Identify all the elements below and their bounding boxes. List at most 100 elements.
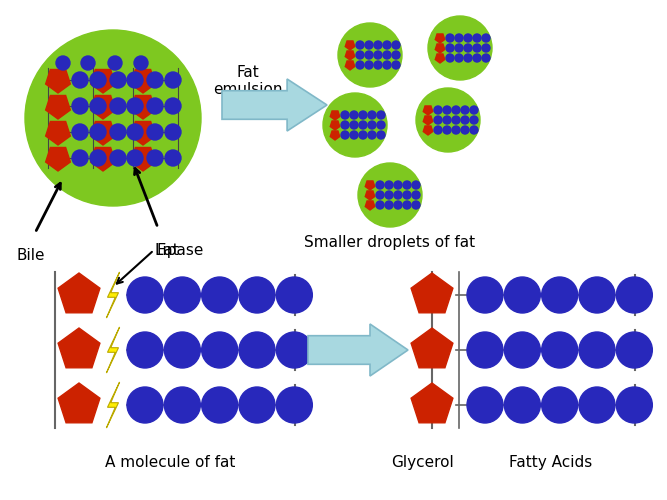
Circle shape [392, 51, 400, 59]
Circle shape [394, 181, 402, 189]
Polygon shape [346, 51, 355, 60]
Circle shape [72, 124, 88, 140]
Circle shape [365, 41, 373, 49]
Circle shape [90, 124, 106, 140]
Polygon shape [424, 106, 433, 115]
Circle shape [446, 44, 454, 52]
Circle shape [412, 191, 420, 199]
Polygon shape [58, 328, 100, 368]
Circle shape [368, 111, 376, 119]
Circle shape [446, 54, 454, 62]
Circle shape [403, 191, 411, 199]
Circle shape [147, 72, 163, 88]
Circle shape [164, 387, 200, 423]
Polygon shape [411, 383, 453, 423]
Circle shape [358, 163, 422, 227]
Text: Glycerol: Glycerol [391, 455, 454, 470]
Polygon shape [222, 79, 327, 131]
Circle shape [428, 16, 492, 80]
Circle shape [412, 181, 420, 189]
Circle shape [110, 98, 126, 114]
Polygon shape [366, 181, 375, 190]
Circle shape [368, 131, 376, 139]
Circle shape [201, 332, 237, 368]
Polygon shape [58, 273, 100, 313]
Circle shape [56, 56, 70, 70]
Circle shape [461, 116, 469, 124]
Circle shape [504, 277, 540, 313]
Circle shape [359, 111, 367, 119]
Circle shape [452, 126, 460, 134]
Polygon shape [131, 148, 155, 171]
Circle shape [239, 277, 275, 313]
Circle shape [72, 98, 88, 114]
Circle shape [455, 34, 463, 42]
Circle shape [164, 277, 200, 313]
Polygon shape [436, 44, 445, 53]
Circle shape [542, 277, 578, 313]
Circle shape [579, 387, 615, 423]
Circle shape [455, 44, 463, 52]
Circle shape [482, 54, 490, 62]
Circle shape [201, 277, 237, 313]
Circle shape [127, 98, 143, 114]
Circle shape [385, 181, 393, 189]
Circle shape [385, 191, 393, 199]
Circle shape [482, 34, 490, 42]
Circle shape [412, 201, 420, 209]
Circle shape [443, 106, 451, 114]
Circle shape [276, 332, 312, 368]
Polygon shape [107, 272, 119, 318]
Circle shape [383, 41, 391, 49]
Text: Smaller droplets of fat: Smaller droplets of fat [304, 235, 476, 250]
Circle shape [377, 111, 385, 119]
Circle shape [376, 191, 384, 199]
Circle shape [383, 61, 391, 69]
Circle shape [368, 121, 376, 129]
Circle shape [455, 54, 463, 62]
Circle shape [356, 61, 364, 69]
Circle shape [338, 23, 402, 87]
Circle shape [461, 106, 469, 114]
Circle shape [467, 277, 503, 313]
Polygon shape [131, 122, 155, 145]
Polygon shape [91, 148, 115, 171]
Text: Bile: Bile [17, 248, 45, 263]
Circle shape [341, 111, 349, 119]
Circle shape [276, 277, 312, 313]
Polygon shape [91, 96, 115, 119]
Circle shape [470, 116, 478, 124]
Polygon shape [330, 111, 340, 120]
Circle shape [359, 131, 367, 139]
Circle shape [446, 34, 454, 42]
Circle shape [470, 106, 478, 114]
Circle shape [341, 121, 349, 129]
Circle shape [473, 44, 481, 52]
Polygon shape [424, 126, 433, 135]
Circle shape [385, 201, 393, 209]
Circle shape [434, 116, 442, 124]
Circle shape [616, 277, 652, 313]
Circle shape [165, 98, 181, 114]
Circle shape [127, 332, 163, 368]
Circle shape [376, 181, 384, 189]
Polygon shape [107, 382, 119, 428]
Circle shape [504, 332, 540, 368]
Circle shape [365, 51, 373, 59]
Circle shape [90, 72, 106, 88]
Circle shape [165, 150, 181, 166]
Circle shape [470, 126, 478, 134]
Circle shape [359, 121, 367, 129]
Circle shape [464, 54, 472, 62]
Text: Fat
emulsion: Fat emulsion [213, 65, 283, 98]
Circle shape [147, 124, 163, 140]
Polygon shape [91, 70, 115, 93]
Circle shape [434, 126, 442, 134]
Polygon shape [346, 61, 355, 70]
Circle shape [464, 34, 472, 42]
Circle shape [127, 72, 143, 88]
Circle shape [341, 131, 349, 139]
Circle shape [164, 332, 200, 368]
Polygon shape [58, 383, 100, 423]
Polygon shape [131, 96, 155, 119]
